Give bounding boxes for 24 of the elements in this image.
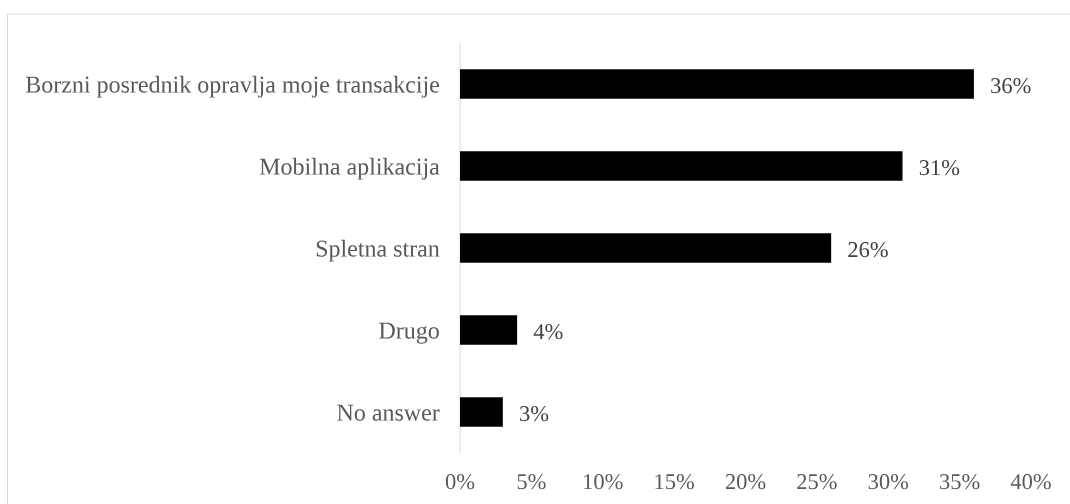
y-tick-label: Borzni posrednik opravlja moje transakcije bbox=[25, 75, 440, 98]
data-label: 4% bbox=[533, 324, 563, 340]
y-tick-label: Spletna stran bbox=[316, 239, 440, 262]
x-tick-label: 5% bbox=[517, 474, 546, 490]
x-tick-label: 20% bbox=[725, 474, 766, 490]
bar bbox=[460, 397, 503, 427]
x-tick-label: 0% bbox=[445, 474, 475, 490]
data-label: 31% bbox=[919, 160, 960, 176]
bar bbox=[460, 233, 832, 263]
x-tick-label: 10% bbox=[584, 474, 623, 490]
y-tick-label: No answer bbox=[337, 404, 440, 421]
data-label: 26% bbox=[848, 242, 888, 258]
data-label: 3% bbox=[520, 406, 549, 422]
data-label: 36% bbox=[991, 78, 1031, 94]
y-tick-label: Mobilna aplikacija bbox=[259, 157, 440, 180]
x-tick-label: 25% bbox=[797, 474, 837, 490]
x-tick-label: 30% bbox=[868, 474, 909, 490]
bar bbox=[460, 69, 974, 99]
y-tick-label: Drugo bbox=[379, 322, 439, 344]
bar bbox=[460, 151, 903, 181]
bar bbox=[460, 315, 518, 345]
x-tick-label: 15% bbox=[655, 474, 694, 490]
x-tick-label: 40% bbox=[1010, 474, 1051, 490]
x-tick-label: 35% bbox=[940, 474, 980, 490]
